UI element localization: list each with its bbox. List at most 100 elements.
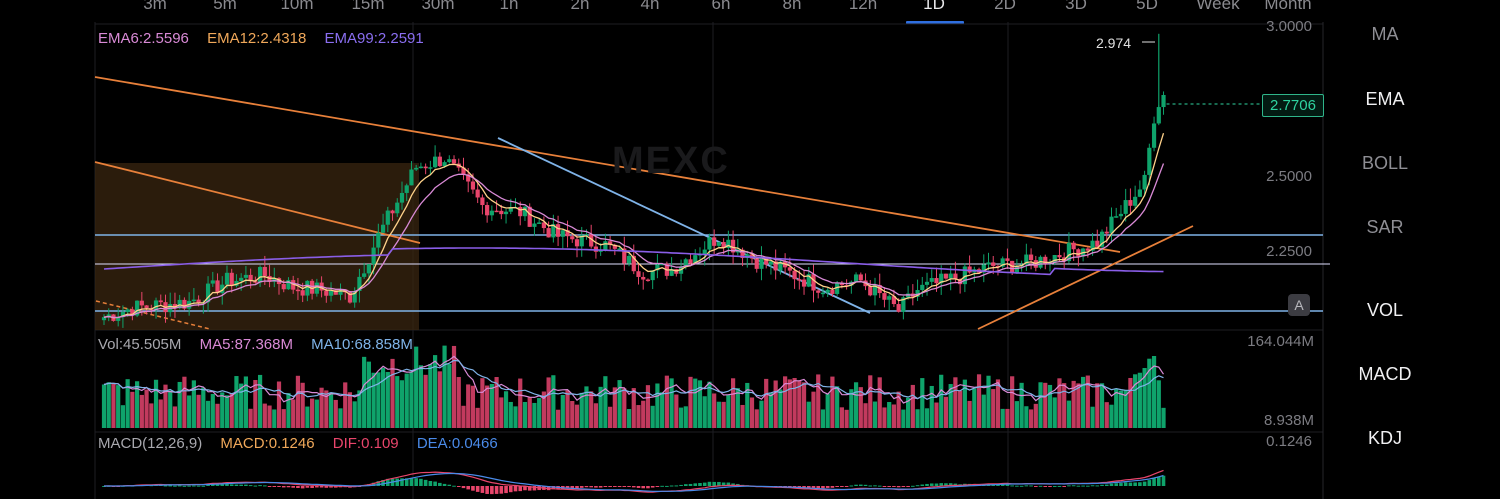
trendline-dashed	[95, 300, 211, 330]
macd-bar	[286, 486, 291, 488]
tab-timeframe-15m[interactable]: 15m	[351, 0, 385, 13]
candle-body	[447, 159, 452, 163]
macd-bar	[674, 485, 679, 487]
tab-timeframe-3m[interactable]: 3m	[143, 0, 167, 13]
exchange-watermark: MEXC	[612, 140, 730, 182]
volume-bar	[1014, 401, 1019, 428]
candle-body	[399, 192, 405, 203]
candle-body	[806, 274, 811, 287]
candle-body	[437, 156, 442, 167]
volume-bar	[948, 384, 953, 428]
macd-bar	[1052, 485, 1057, 487]
volume-bar	[910, 384, 915, 428]
candle-body	[589, 234, 594, 247]
candle-body	[683, 259, 688, 267]
macd-bar	[1128, 482, 1133, 486]
volume-bar	[849, 389, 854, 428]
indicator-boll[interactable]: BOLL	[1361, 153, 1409, 173]
candle-body	[835, 282, 840, 294]
candle-body	[986, 262, 991, 265]
volume-bar	[480, 378, 485, 428]
volume-bar	[967, 400, 972, 428]
tab-timeframe-month[interactable]: Month	[1264, 0, 1312, 13]
candle-body	[929, 278, 934, 282]
indicator-kdj[interactable]: KDJ	[1367, 428, 1402, 448]
indicator-sar[interactable]: SAR	[1366, 217, 1404, 237]
volume-bar	[972, 388, 977, 428]
macd-bar	[1015, 485, 1019, 487]
volume-bar	[1043, 382, 1048, 428]
tab-timeframe-30m[interactable]: 30m	[421, 0, 455, 13]
tab-timeframe-12h[interactable]: 12h	[848, 0, 878, 13]
volume-bar	[839, 407, 844, 428]
macd-bar	[272, 486, 277, 487]
candle-body	[428, 167, 433, 169]
volume-bar	[816, 374, 821, 428]
macd-bar	[300, 486, 305, 489]
auto-scale-button[interactable]: A	[1288, 294, 1310, 316]
tab-timeframe-5d[interactable]: 5D	[1136, 0, 1158, 13]
candle-body	[508, 207, 513, 212]
macd-bar	[944, 483, 948, 486]
volume-bar	[906, 397, 911, 428]
price-axis-low: 2.2500	[1266, 243, 1312, 260]
volume-bar	[442, 345, 447, 428]
macd-bar	[1133, 482, 1137, 486]
volume-bar	[347, 392, 353, 428]
tab-timeframe-5m[interactable]: 5m	[213, 0, 237, 13]
candle-body	[1052, 255, 1057, 263]
macd-bar	[627, 486, 631, 487]
candle-body	[901, 297, 906, 312]
volume-bar	[234, 376, 239, 428]
indicator-vol[interactable]: VOL	[1366, 300, 1404, 320]
macd-bar	[698, 482, 702, 486]
volume-bar	[882, 407, 887, 428]
tab-timeframe-10m[interactable]: 10m	[280, 0, 314, 13]
macd-bar	[508, 486, 513, 493]
macd-bar	[608, 486, 612, 487]
macd-bar	[901, 486, 906, 487]
indicator-ema[interactable]: EMA	[1365, 89, 1405, 109]
indicator-macd[interactable]: MACD	[1358, 364, 1412, 384]
volume-value: Vol:45.505M	[98, 336, 182, 353]
tab-timeframe-4h[interactable]: 4h	[640, 0, 660, 13]
macd-bar	[315, 486, 319, 488]
volume-bar	[414, 346, 419, 428]
macd-bar	[291, 486, 295, 488]
volume-bar	[560, 394, 565, 428]
tab-timeframe-6h[interactable]: 6h	[711, 0, 731, 13]
volume-bar	[239, 383, 244, 428]
price-axis-mid: 2.5000	[1266, 168, 1312, 185]
macd-bar	[849, 485, 854, 487]
volume-bar	[1005, 408, 1010, 428]
candle-body	[466, 174, 471, 182]
indicator-ma[interactable]: MA	[1371, 24, 1399, 44]
macd-bar	[1152, 478, 1156, 486]
tab-timeframe-1d[interactable]: 1D	[923, 0, 945, 13]
volume-bar	[669, 378, 674, 428]
volume-bar	[939, 374, 944, 428]
volume-bar	[1147, 358, 1152, 428]
tab-timeframe-8h[interactable]: 8h	[782, 0, 802, 13]
macd-bar	[707, 481, 712, 486]
tab-timeframe-1h[interactable]: 1h	[499, 0, 519, 13]
candle-body	[499, 210, 504, 215]
volume-bar	[366, 361, 371, 428]
tab-timeframe-2h[interactable]: 2h	[570, 0, 590, 13]
macd-bar	[594, 486, 598, 488]
candlestick-chart[interactable]	[0, 0, 1330, 499]
vol-ma10-line	[103, 359, 1164, 400]
volume-bar	[584, 386, 589, 428]
volume-bar	[650, 405, 655, 428]
macd-bar	[438, 482, 442, 486]
volume-bar	[343, 382, 348, 428]
tab-timeframe-week[interactable]: Week	[1196, 0, 1240, 13]
macd-bar	[1119, 483, 1123, 486]
macd-bar	[480, 486, 485, 493]
macd-bar	[1086, 485, 1090, 487]
tab-timeframe-2d[interactable]: 2D	[994, 0, 1016, 13]
tab-timeframe-3d[interactable]: 3D	[1065, 0, 1087, 13]
volume-bar	[489, 383, 494, 428]
macd-bar	[1067, 485, 1071, 487]
candle-body	[518, 206, 523, 217]
